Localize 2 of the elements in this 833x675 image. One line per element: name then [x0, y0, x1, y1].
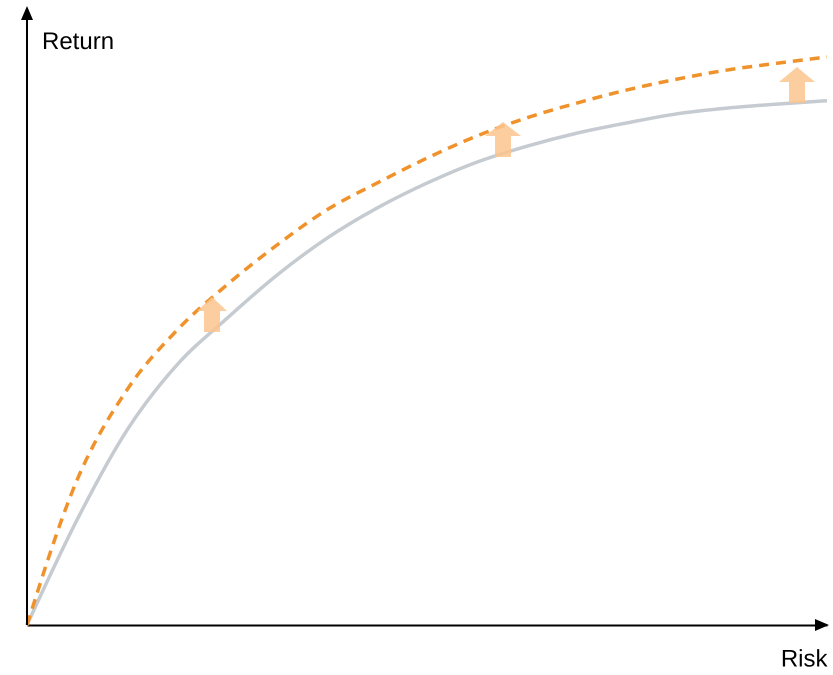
x-axis-title: Risk: [780, 646, 828, 672]
y-axis-title: Return: [42, 28, 114, 56]
